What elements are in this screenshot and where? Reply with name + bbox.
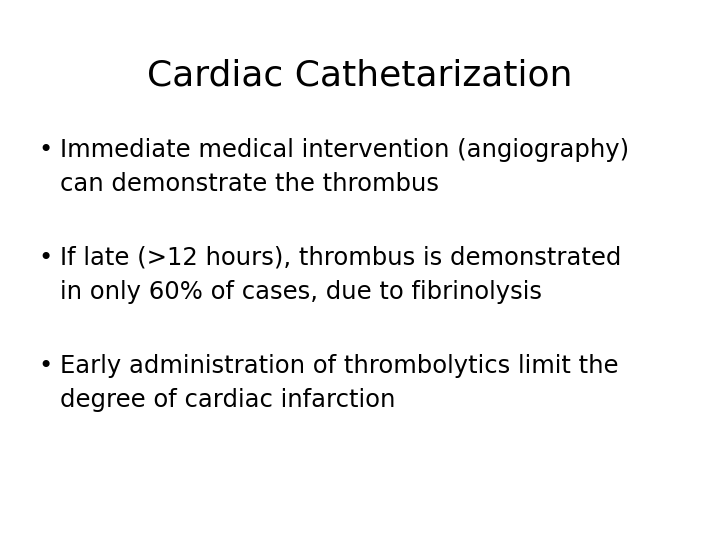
Text: can demonstrate the thrombus: can demonstrate the thrombus — [60, 172, 439, 196]
Text: Cardiac Cathetarization: Cardiac Cathetarization — [148, 58, 572, 92]
Text: •: • — [38, 246, 53, 270]
Text: If late (>12 hours), thrombus is demonstrated: If late (>12 hours), thrombus is demonst… — [60, 246, 621, 270]
Text: Early administration of thrombolytics limit the: Early administration of thrombolytics li… — [60, 354, 618, 378]
Text: •: • — [38, 354, 53, 378]
Text: in only 60% of cases, due to fibrinolysis: in only 60% of cases, due to fibrinolysi… — [60, 280, 542, 304]
Text: Immediate medical intervention (angiography): Immediate medical intervention (angiogra… — [60, 138, 629, 162]
Text: degree of cardiac infarction: degree of cardiac infarction — [60, 388, 395, 412]
Text: •: • — [38, 138, 53, 162]
